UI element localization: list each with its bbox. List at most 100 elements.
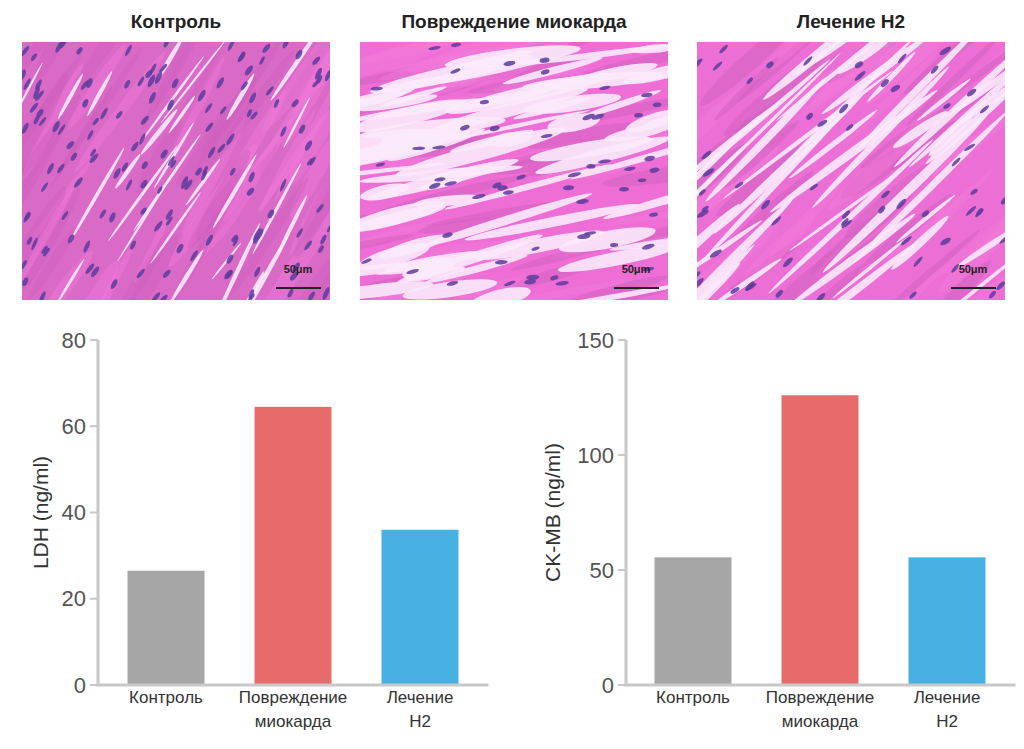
nucleus (28, 102, 39, 114)
nucleus (130, 141, 140, 153)
nucleus (225, 269, 234, 279)
nucleus (88, 152, 99, 164)
tissue-gap (923, 84, 1005, 167)
bar (909, 557, 986, 685)
nucleus (326, 223, 330, 233)
nucleus (34, 79, 43, 91)
nucleus (965, 205, 977, 217)
fiber (256, 42, 330, 136)
nucleus (139, 179, 148, 190)
nucleus (30, 53, 38, 62)
nucleus (853, 70, 866, 82)
nucleus (159, 148, 169, 159)
nucleus (46, 162, 55, 175)
nucleus (115, 110, 124, 120)
nucleus (129, 240, 137, 251)
nucleus (880, 78, 891, 89)
nucleus (649, 167, 660, 174)
nucleus (38, 116, 47, 127)
nucleus (503, 190, 514, 196)
y-tick-label: 80 (62, 328, 86, 353)
y-tick (90, 598, 98, 600)
x-tick-label-line: Лечение (914, 688, 981, 707)
y-tick-label: 100 (577, 443, 614, 468)
tissue-gap (149, 191, 202, 264)
fiber (257, 42, 330, 165)
y-tick (90, 339, 98, 341)
nucleus (189, 249, 199, 262)
bar (655, 557, 732, 685)
nucleus (939, 236, 952, 247)
nucleus (697, 270, 701, 278)
nucleus (428, 181, 441, 190)
nucleus (701, 205, 710, 213)
nucleus (644, 155, 656, 162)
y-tick (90, 684, 98, 686)
nucleus (370, 86, 382, 90)
nucleus (279, 125, 287, 137)
nucleus (760, 199, 772, 211)
nucleus (75, 46, 84, 55)
nucleus (598, 159, 612, 164)
nucleus (216, 143, 226, 154)
nucleus (516, 174, 526, 181)
nucleus (969, 188, 978, 196)
nucleus (61, 210, 70, 220)
nucleus (308, 156, 316, 166)
tissue-gap (697, 193, 798, 300)
nucleus (930, 65, 940, 75)
nucleus (492, 181, 503, 189)
x-tick-label: Контроль (656, 688, 730, 707)
nucleus (57, 124, 67, 136)
nucleus (204, 102, 214, 114)
y-tick-label: 60 (62, 414, 86, 439)
nucleus (838, 102, 850, 114)
x-tick-label-line: миокарда (782, 712, 859, 731)
nucleus (194, 167, 203, 177)
nucleus (765, 60, 775, 70)
nucleus (531, 246, 540, 252)
nucleus (247, 293, 256, 300)
nucleus (999, 195, 1005, 206)
nucleus (586, 164, 595, 169)
nucleus (167, 155, 176, 167)
nucleus (709, 248, 723, 259)
nucleus (303, 240, 313, 252)
tissue-gap (22, 62, 44, 115)
y-tick (90, 512, 98, 514)
nucleus (240, 80, 249, 91)
nucleus (82, 240, 91, 254)
nucleus (921, 209, 931, 218)
nucleus (22, 45, 31, 58)
nucleus (22, 69, 27, 81)
nucleus (98, 209, 107, 220)
nucleus (247, 171, 256, 183)
tissue-gap (697, 242, 757, 300)
x-tick-label: Повреждениемиокарда (239, 688, 348, 731)
nucleus (550, 274, 559, 281)
nucleus (245, 186, 255, 197)
nucleus (225, 253, 234, 264)
y-tick-label: 20 (62, 586, 86, 611)
nucleus (734, 181, 744, 189)
nucleus (641, 92, 653, 97)
nucleus (938, 45, 952, 57)
nucleus (26, 236, 34, 246)
nucleus (125, 179, 133, 191)
nucleus (232, 236, 240, 247)
nucleus (196, 89, 207, 103)
nucleus (153, 220, 164, 233)
nucleus (183, 179, 194, 191)
nucleus (40, 245, 48, 255)
y-tick-label: 0 (74, 673, 86, 698)
nucleus (22, 277, 29, 287)
nucleus (802, 55, 813, 66)
nucleus (295, 227, 304, 238)
nucleus (895, 197, 908, 210)
nucleus (321, 286, 330, 300)
nucleus (33, 114, 41, 125)
nucleus (908, 291, 917, 300)
tissue-gap (138, 55, 205, 145)
nucleus (281, 42, 291, 49)
nucleus (223, 269, 234, 281)
